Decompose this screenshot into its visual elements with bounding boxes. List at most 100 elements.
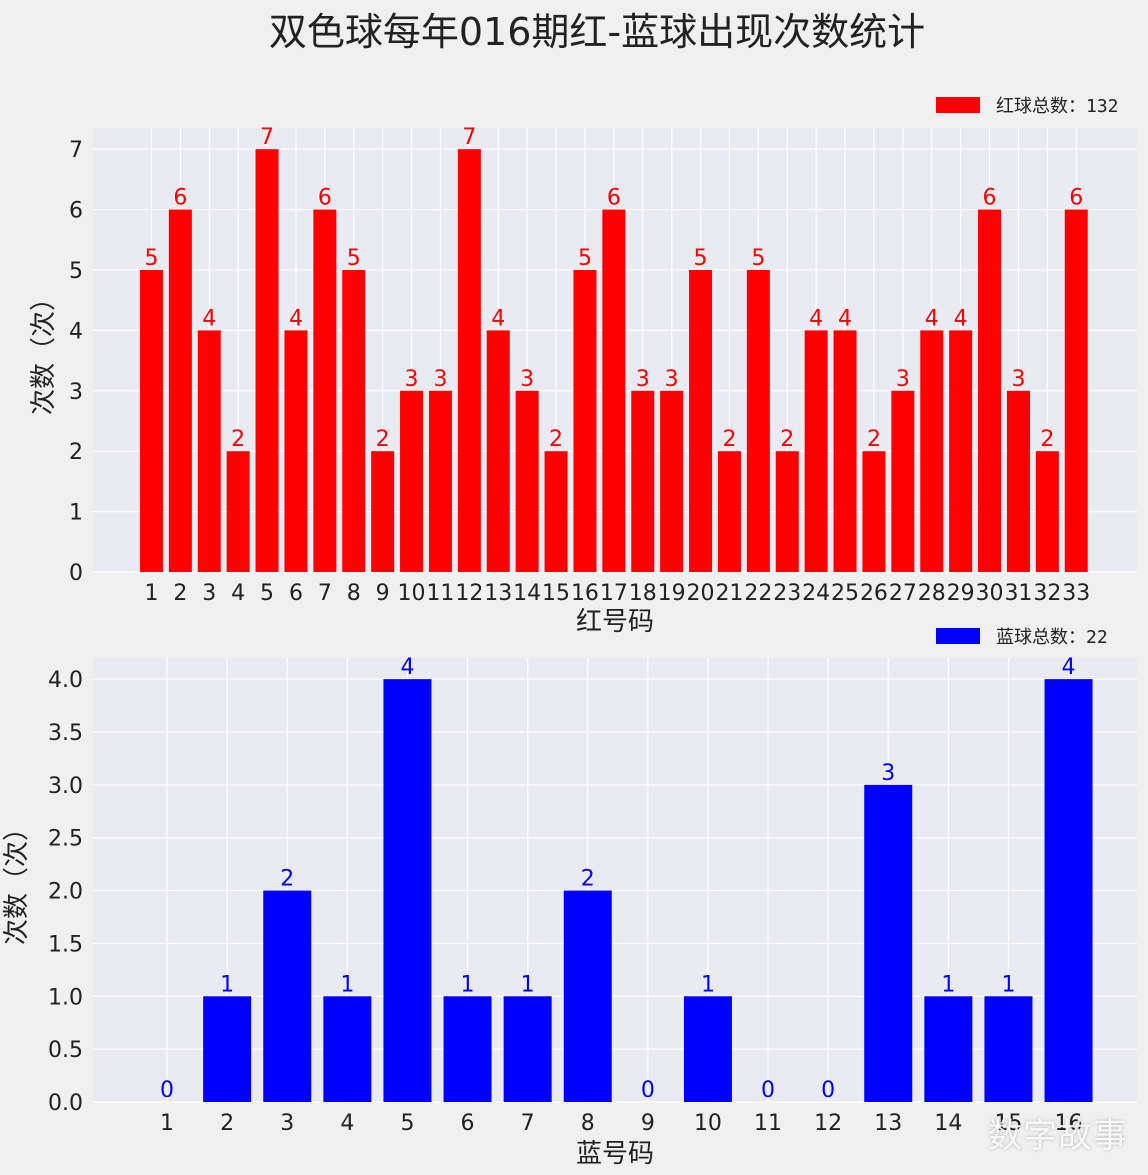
blue-y-tick-label: 2.0 [48, 880, 83, 905]
red-x-tick-label: 2 [173, 581, 187, 606]
red-x-tick-label: 8 [347, 581, 361, 606]
blue-bar-value-label: 1 [701, 972, 715, 997]
blue-x-tick-label: 7 [521, 1111, 535, 1136]
red-bar [660, 390, 684, 572]
blue-y-tick-label: 1.0 [48, 985, 83, 1010]
blue-bar [563, 890, 612, 1102]
red-bar-value-label: 7 [260, 125, 274, 150]
blue-x-tick-label: 16 [1055, 1111, 1083, 1136]
red-bar [197, 330, 221, 572]
red-bar [775, 451, 799, 572]
red-y-axis-label: 次数（次） [29, 285, 59, 415]
blue-bar-value-label: 2 [280, 867, 294, 892]
blue-y-axis-label: 次数（次） [2, 815, 32, 945]
red-x-tick-label: 24 [802, 581, 830, 606]
red-x-tick-label: 6 [289, 581, 303, 606]
red-bar-value-label: 2 [549, 427, 563, 452]
blue-bar-value-label: 1 [941, 972, 955, 997]
red-x-tick-label: 27 [889, 581, 917, 606]
red-x-tick-label: 31 [1004, 581, 1032, 606]
red-bar [602, 209, 626, 572]
red-y-tick-label: 2 [69, 440, 83, 465]
red-x-tick-label: 19 [658, 581, 686, 606]
red-x-tick-label: 16 [571, 581, 599, 606]
red-x-tick-label: 15 [542, 581, 570, 606]
red-bar-value-label: 2 [780, 427, 794, 452]
red-y-tick-label: 0 [69, 561, 83, 586]
red-bar-value-label: 3 [896, 367, 910, 392]
red-x-tick-label: 9 [376, 581, 390, 606]
blue-x-tick-label: 11 [754, 1111, 782, 1136]
red-bar [631, 390, 655, 572]
blue-bar-value-label: 1 [220, 972, 234, 997]
blue-bar-value-label: 0 [641, 1078, 655, 1103]
red-bar-value-label: 6 [607, 186, 621, 211]
blue-x-tick-label: 13 [874, 1111, 902, 1136]
red-bar-value-label: 3 [520, 367, 534, 392]
blue-x-tick-label: 14 [934, 1111, 962, 1136]
red-bar [371, 451, 395, 572]
blue-bar-value-label: 2 [581, 867, 595, 892]
red-bar [920, 330, 944, 572]
blue-x-tick-label: 10 [694, 1111, 722, 1136]
red-bar-value-label: 6 [983, 186, 997, 211]
blue-x-tick-label: 3 [280, 1111, 294, 1136]
red-bar-value-label: 2 [867, 427, 881, 452]
red-x-tick-label: 25 [831, 581, 859, 606]
blue-bar [323, 996, 372, 1102]
blue-bar-value-label: 0 [761, 1078, 775, 1103]
red-x-tick-label: 26 [860, 581, 888, 606]
red-bar [717, 451, 741, 572]
red-bar-value-label: 4 [925, 306, 939, 331]
red-x-tick-label: 23 [773, 581, 801, 606]
red-bar-value-label: 2 [1040, 427, 1054, 452]
red-y-tick-label: 5 [69, 259, 83, 284]
blue-bar-value-label: 0 [160, 1078, 174, 1103]
red-x-tick-label: 7 [318, 581, 332, 606]
red-bar-value-label: 4 [954, 306, 968, 331]
blue-x-tick-label: 5 [400, 1111, 414, 1136]
red-x-tick-label: 11 [426, 581, 454, 606]
red-x-tick-label: 17 [600, 581, 628, 606]
red-bar [544, 451, 568, 572]
red-bar-value-label: 2 [722, 427, 736, 452]
red-y-tick-label: 4 [69, 319, 83, 344]
red-bar-value-label: 6 [1069, 186, 1083, 211]
red-bar-value-label: 4 [202, 306, 216, 331]
red-bar-value-label: 3 [665, 367, 679, 392]
red-y-tick-label: 6 [69, 199, 83, 224]
blue-bar [383, 679, 432, 1102]
blue-bar [203, 996, 252, 1102]
watermark-text: 数字故事 [988, 1116, 1128, 1156]
red-bar-value-label: 3 [405, 367, 419, 392]
blue-bar-value-label: 4 [1062, 655, 1076, 680]
red-bar-value-label: 3 [1011, 367, 1025, 392]
blue-bar [864, 784, 913, 1102]
blue-bar [263, 890, 312, 1102]
red-bar [342, 269, 366, 572]
red-bar [833, 330, 857, 572]
blue-bar [984, 996, 1033, 1102]
red-bar [139, 269, 163, 572]
red-bar [313, 209, 337, 572]
red-x-axis-label: 红号码 [576, 607, 654, 637]
red-bar [515, 390, 539, 572]
blue-y-tick-label: 4.0 [48, 668, 83, 693]
red-bar-value-label: 3 [433, 367, 447, 392]
red-bar [1006, 390, 1030, 572]
red-x-tick-label: 3 [202, 581, 216, 606]
blue-bar [1044, 679, 1093, 1102]
red-x-tick-label: 12 [455, 581, 483, 606]
blue-bar-value-label: 1 [521, 972, 535, 997]
red-y-tick-label: 1 [69, 501, 83, 526]
red-bar [978, 209, 1002, 572]
blue-bar [683, 996, 732, 1102]
red-x-tick-label: 30 [976, 581, 1004, 606]
red-bar [255, 149, 279, 572]
red-bar-value-label: 3 [636, 367, 650, 392]
blue-y-tick-label: 2.5 [48, 827, 83, 852]
red-x-tick-label: 1 [144, 581, 158, 606]
blue-x-tick-label: 4 [340, 1111, 354, 1136]
blue-y-tick-label: 3.0 [48, 774, 83, 799]
